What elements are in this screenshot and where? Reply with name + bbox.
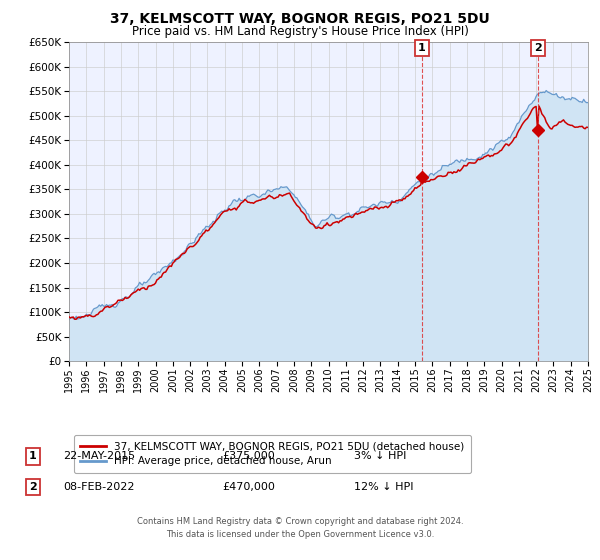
Text: 2: 2 [534,43,542,53]
Text: 12% ↓ HPI: 12% ↓ HPI [354,482,413,492]
Text: 2: 2 [29,482,37,492]
Text: Contains HM Land Registry data © Crown copyright and database right 2024.: Contains HM Land Registry data © Crown c… [137,517,463,526]
Legend: 37, KELMSCOTT WAY, BOGNOR REGIS, PO21 5DU (detached house), HPI: Average price, : 37, KELMSCOTT WAY, BOGNOR REGIS, PO21 5D… [74,435,471,473]
Text: 3% ↓ HPI: 3% ↓ HPI [354,451,406,461]
Text: 22-MAY-2015: 22-MAY-2015 [63,451,135,461]
Text: 1: 1 [29,451,37,461]
Text: This data is licensed under the Open Government Licence v3.0.: This data is licensed under the Open Gov… [166,530,434,539]
Text: £375,000: £375,000 [222,451,275,461]
Text: 1: 1 [418,43,425,53]
Text: 08-FEB-2022: 08-FEB-2022 [63,482,134,492]
Text: 37, KELMSCOTT WAY, BOGNOR REGIS, PO21 5DU: 37, KELMSCOTT WAY, BOGNOR REGIS, PO21 5D… [110,12,490,26]
Text: Price paid vs. HM Land Registry's House Price Index (HPI): Price paid vs. HM Land Registry's House … [131,25,469,38]
Text: £470,000: £470,000 [222,482,275,492]
